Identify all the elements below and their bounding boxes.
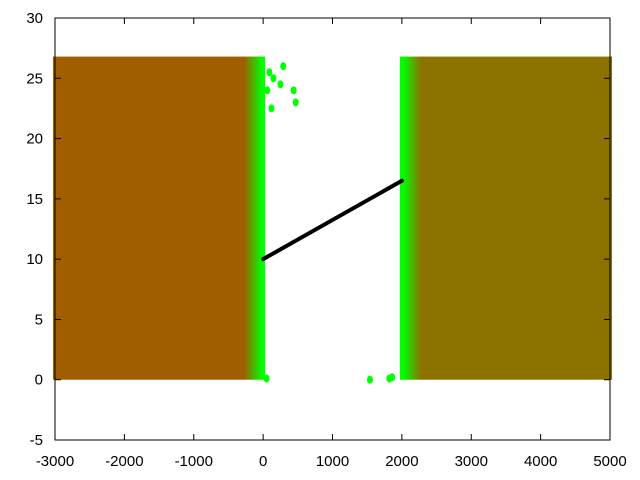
x-tick-label: -3000	[36, 453, 74, 470]
scatter-point	[264, 86, 271, 95]
scatter-point	[389, 373, 396, 382]
y-tick-label: 20	[26, 131, 43, 148]
right-block-region	[399, 56, 612, 380]
y-tick-label: 0	[35, 372, 43, 389]
x-tick-label: 3000	[455, 453, 488, 470]
x-axis-ticks: -3000 -2000 -1000 0 1000 2000 3000 4000 5000	[36, 18, 627, 470]
series-line	[261, 178, 404, 262]
y-tick-label: 15	[26, 191, 43, 208]
scatter-point	[292, 98, 299, 107]
y-tick-label: 5	[35, 311, 43, 328]
black-line-series	[261, 178, 404, 262]
left-block-region	[53, 56, 266, 380]
scatter-point	[270, 74, 277, 83]
scatter-point	[263, 374, 270, 383]
x-tick-label: 5000	[593, 453, 626, 470]
y-tick-label: 10	[26, 251, 43, 268]
scatter-point	[268, 104, 275, 113]
scatter-points	[263, 62, 396, 384]
scatter-point	[280, 62, 287, 71]
scatter-point	[277, 80, 284, 89]
x-tick-label: -2000	[105, 453, 143, 470]
scatter-point	[366, 375, 373, 384]
y-tick-label: 30	[26, 10, 43, 27]
x-tick-label: 2000	[385, 453, 418, 470]
x-tick-label: 4000	[524, 453, 557, 470]
x-tick-label: 0	[259, 453, 267, 470]
y-tick-label: 25	[26, 70, 43, 87]
x-tick-label: -1000	[175, 453, 213, 470]
scatter-point	[266, 68, 273, 77]
scatter-point	[290, 86, 297, 95]
y-axis-ticks: -5 0 5 10 15 20 25 30	[26, 10, 610, 449]
data-regions	[53, 56, 612, 380]
x-tick-label: 1000	[316, 453, 349, 470]
y-tick-label: -5	[30, 432, 43, 449]
